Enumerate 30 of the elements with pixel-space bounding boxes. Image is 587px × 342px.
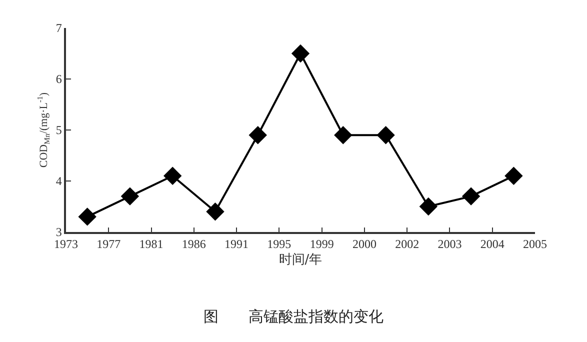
y-tick-label: 3 bbox=[56, 225, 62, 240]
point bbox=[504, 166, 523, 185]
point bbox=[206, 202, 224, 221]
x-tick-label: 2003 bbox=[438, 237, 462, 252]
x-tick-label: 1991 bbox=[224, 237, 249, 252]
y-tick-label: 4 bbox=[56, 174, 62, 188]
x-tick-label: 1995 bbox=[267, 237, 292, 252]
y-tick-label: 7 bbox=[56, 21, 62, 36]
x-tick-label: 2004 bbox=[480, 237, 504, 252]
x-tick-label: 2002 bbox=[395, 237, 420, 252]
x-tick-label: 1999 bbox=[310, 237, 334, 252]
text: 图 高锰酸盐指数的变化 bbox=[204, 307, 384, 326]
point bbox=[419, 197, 438, 216]
point bbox=[78, 208, 96, 226]
point bbox=[163, 166, 182, 185]
point bbox=[248, 126, 267, 144]
x-tick-label: 1981 bbox=[139, 237, 164, 252]
point bbox=[334, 126, 352, 144]
y-tick-label: 6 bbox=[56, 72, 62, 86]
x-tick-label: 2000 bbox=[352, 237, 376, 252]
x-tick-label: 1977 bbox=[96, 237, 121, 252]
point bbox=[291, 44, 310, 63]
point bbox=[462, 187, 480, 206]
x-tick-label: 1973 bbox=[54, 237, 78, 252]
point bbox=[120, 187, 140, 206]
y-tick-label: 5 bbox=[56, 123, 62, 138]
x-tick-label: 1986 bbox=[182, 237, 206, 252]
x-axis-title: 时间/年 bbox=[278, 252, 322, 268]
x-tick-label: 2005 bbox=[523, 237, 547, 252]
point bbox=[376, 126, 395, 144]
